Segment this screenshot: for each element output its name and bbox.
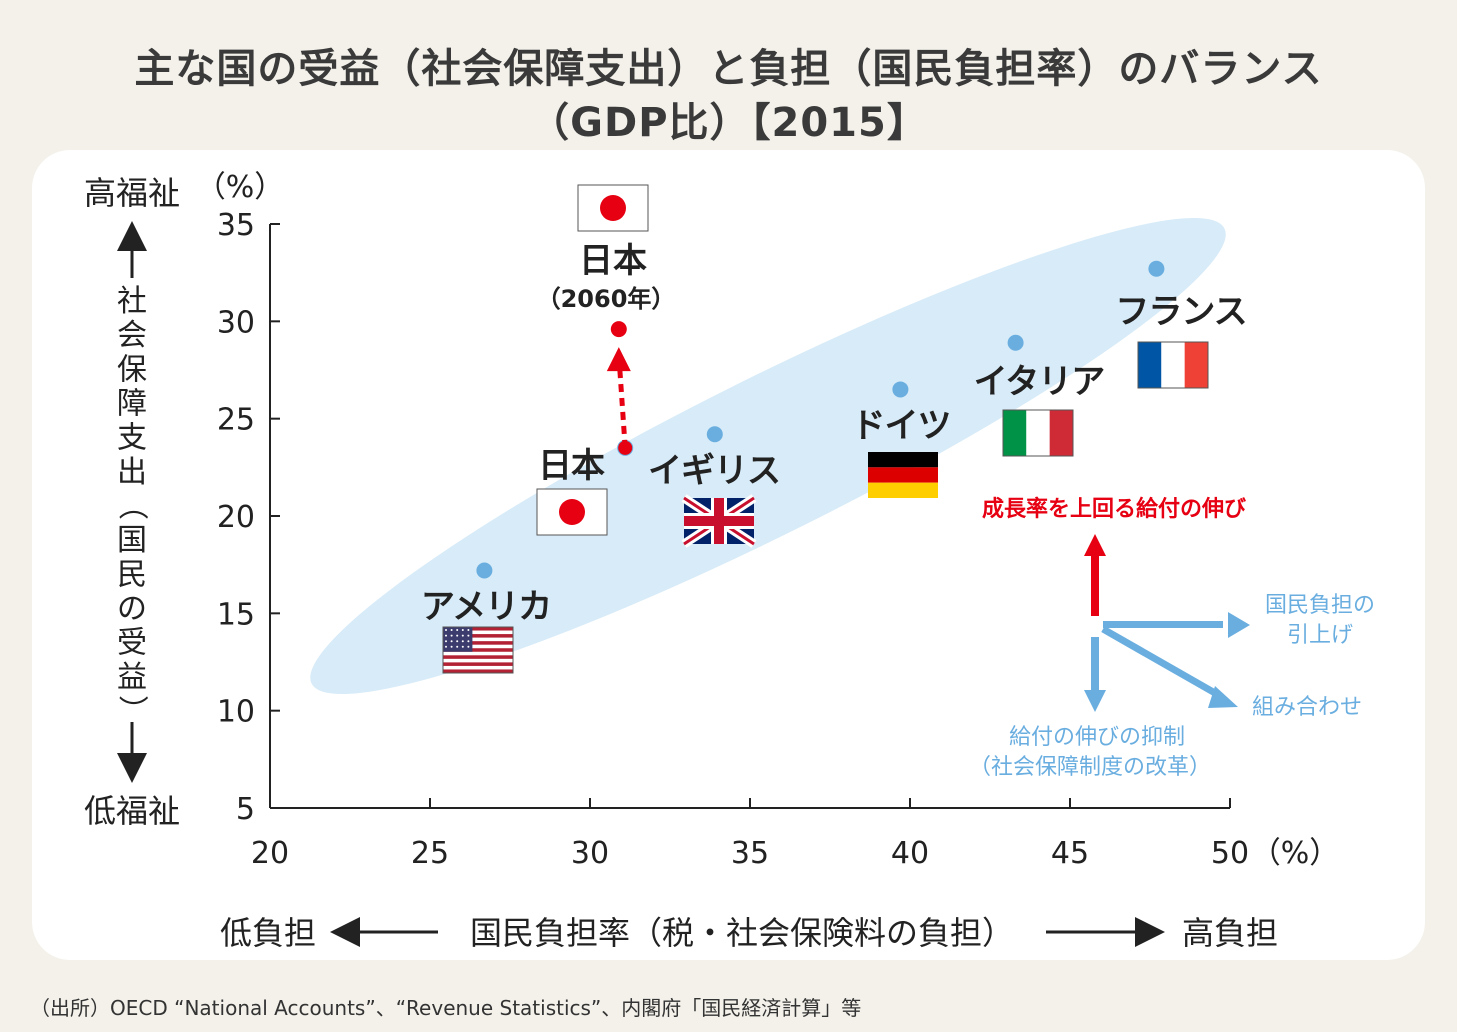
projection-sublabel: （2060年） bbox=[537, 285, 676, 313]
y-axis-bottom-label: 低福祉 bbox=[84, 792, 180, 830]
data-point bbox=[1007, 334, 1024, 351]
data-point bbox=[1148, 260, 1165, 277]
projection-label: 日本 bbox=[579, 241, 647, 281]
projection-arrowhead bbox=[606, 347, 631, 372]
data-point bbox=[706, 426, 723, 443]
legend-up-arrowhead bbox=[1084, 534, 1106, 556]
country-label: フランス bbox=[1115, 292, 1246, 332]
legend-up-label: 成長率を上回る給付の伸び bbox=[982, 496, 1246, 522]
flag-japan-2060 bbox=[577, 184, 649, 232]
y-tick-label: 25 bbox=[217, 403, 255, 438]
y-axis-label-char: の bbox=[117, 592, 147, 627]
legend-diagonal-arrowhead bbox=[1208, 686, 1238, 708]
y-axis-label-char: （ bbox=[114, 490, 149, 520]
country-label: イタリア bbox=[974, 362, 1105, 402]
y-tick-label: 5 bbox=[236, 792, 255, 827]
y-tick-label: 10 bbox=[217, 695, 255, 730]
y-axis-label-char: ） bbox=[114, 695, 149, 725]
flag-germany bbox=[868, 452, 938, 498]
x-tick-label: 20 bbox=[251, 836, 289, 871]
x-axis-right-label: 高負担 bbox=[1182, 914, 1278, 952]
y-axis-label-char: 出 bbox=[117, 455, 147, 490]
y-axis-label-char: 益 bbox=[117, 660, 147, 695]
legend-down-label-1: 給付の伸びの抑制 bbox=[1009, 725, 1185, 750]
projection-start-point bbox=[618, 440, 633, 455]
y-axis-label-char: 社 bbox=[117, 284, 147, 319]
y-unit-label: （%） bbox=[196, 170, 285, 205]
flag-uk bbox=[681, 494, 757, 548]
legend-up-arrow bbox=[1091, 550, 1099, 616]
flag-japan bbox=[536, 488, 608, 536]
y-axis-label-char: 受 bbox=[117, 626, 147, 661]
legend-down-arrowhead bbox=[1084, 690, 1106, 712]
data-point bbox=[892, 381, 909, 398]
y-tick-label: 15 bbox=[217, 597, 255, 632]
country-label: アメリカ bbox=[421, 587, 551, 627]
y-axis-label-char: 国 bbox=[117, 523, 147, 558]
flag-france bbox=[1137, 341, 1209, 389]
x-tick-label: 35 bbox=[731, 836, 769, 871]
x-tick-label: 30 bbox=[571, 836, 609, 871]
trend-ellipse bbox=[310, 217, 1226, 695]
chart-title-line2: （GDP比）【2015】 bbox=[529, 100, 928, 146]
x-tick-label: 40 bbox=[891, 836, 929, 871]
y-axis-label-char: 保 bbox=[117, 352, 147, 387]
legend-right-label-1: 国民負担の bbox=[1265, 593, 1375, 618]
legend-down-label-2: （社会保障制度の改革） bbox=[969, 755, 1211, 780]
country-label: イギリス bbox=[648, 451, 780, 491]
legend-down-arrow bbox=[1091, 637, 1099, 695]
y-tick-label: 35 bbox=[217, 208, 255, 243]
x-tick-label: 45 bbox=[1051, 836, 1089, 871]
legend-right-arrowhead bbox=[1228, 612, 1250, 638]
legend-right-arrow bbox=[1103, 621, 1223, 628]
x-tick-label: 25 bbox=[411, 836, 449, 871]
y-axis-label-char: 民 bbox=[117, 557, 147, 592]
y-axis-label-char: 支 bbox=[117, 421, 147, 456]
x-unit-label: （%） bbox=[1251, 836, 1340, 871]
legend-diagonal-label: 組み合わせ bbox=[1252, 695, 1362, 720]
projection-arrow bbox=[617, 368, 628, 449]
legend-diagonal-arrow bbox=[1101, 625, 1224, 701]
x-tick-label: 50 bbox=[1211, 836, 1249, 871]
data-point bbox=[476, 562, 493, 579]
legend-right-label-2: 引上げ bbox=[1287, 623, 1353, 648]
x-axis-label: 国民負担率（税・社会保険料の負担） bbox=[470, 914, 1014, 952]
y-tick-label: 30 bbox=[217, 305, 255, 340]
chart-title-line1: 主な国の受益（社会保障支出）と負担（国民負担率）のバランス bbox=[134, 46, 1323, 92]
y-axis-top-label: 高福祉 bbox=[84, 174, 180, 212]
y-tick-label: 20 bbox=[217, 500, 255, 535]
y-axis-label-char: 会 bbox=[117, 318, 147, 353]
flag-usa bbox=[442, 626, 514, 674]
flag-italy bbox=[1002, 409, 1074, 457]
country-label: 日本 bbox=[538, 446, 605, 486]
x-axis-left-label: 低負担 bbox=[220, 914, 316, 952]
country-label: ドイツ bbox=[852, 406, 951, 446]
projection-end-point bbox=[610, 321, 627, 338]
source-note: （出所）OECD “National Accounts”、“Revenue St… bbox=[30, 996, 862, 1020]
y-axis-label-char: 障 bbox=[117, 387, 147, 422]
